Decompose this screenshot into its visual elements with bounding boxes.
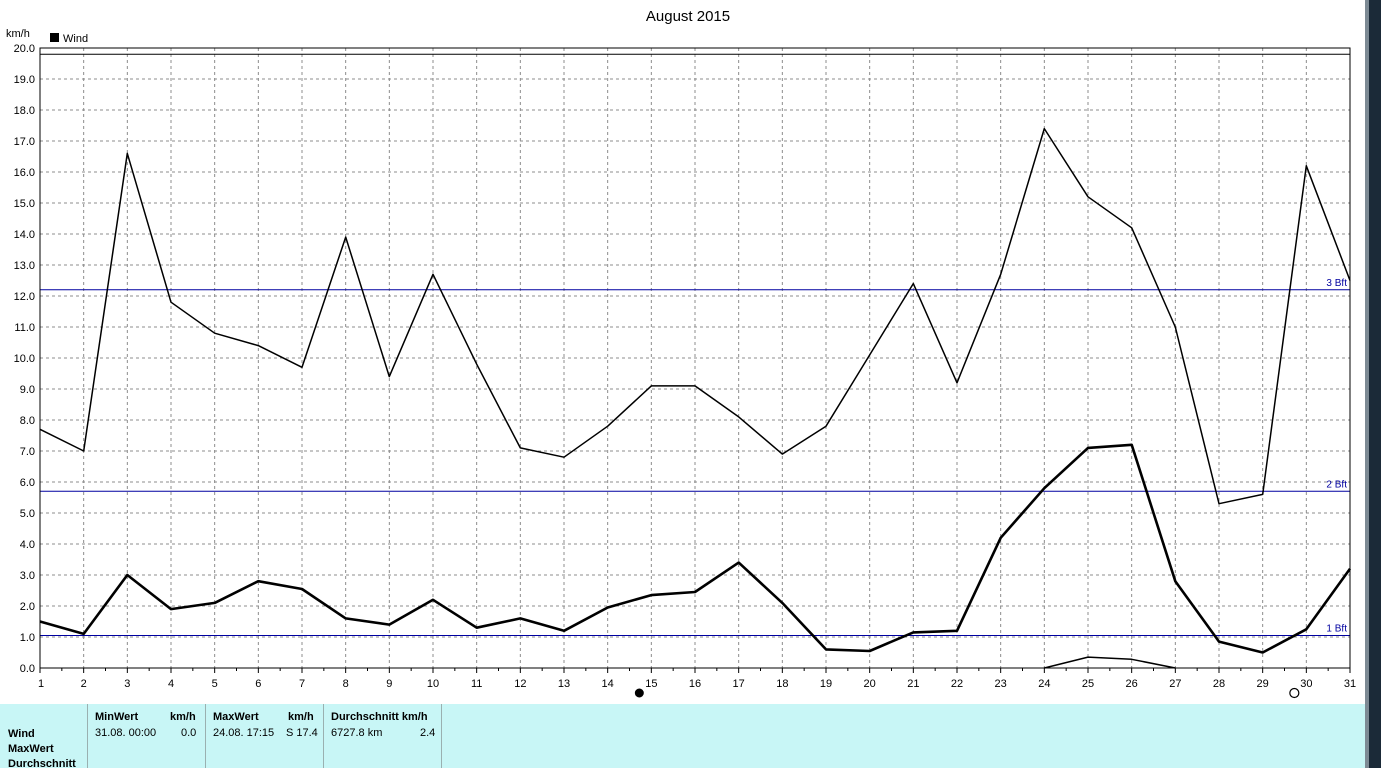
max-unit: km/h	[288, 711, 314, 723]
y-tick-label: 7.0	[20, 446, 35, 458]
row-label-wind: Wind	[8, 728, 35, 740]
x-tick-label: 1	[38, 678, 44, 690]
y-tick-label: 2.0	[20, 601, 35, 613]
min-value: 0.0	[181, 727, 197, 739]
x-tick-label: 12	[514, 678, 526, 690]
x-tick-label: 5	[212, 678, 218, 690]
y-tick-label: 0.0	[20, 663, 35, 675]
x-tick-label: 7	[299, 678, 305, 690]
y-tick-label: 14.0	[14, 229, 35, 241]
y-tick-label: 8.0	[20, 415, 35, 427]
row-label-max: MaxWert	[8, 743, 54, 755]
series-min-line	[1044, 656, 1176, 669]
legend-swatch	[50, 33, 59, 42]
x-tick-label: 10	[427, 678, 439, 690]
y-tick-label: 6.0	[20, 477, 35, 489]
x-tick-label: 11	[471, 678, 482, 690]
series-lines	[39, 127, 1352, 669]
x-tick-label: 18	[776, 678, 788, 690]
x-tick-label: 9	[386, 678, 392, 690]
avg-distance: 6727.8 km	[331, 727, 383, 739]
x-tick-label: 4	[168, 678, 174, 690]
avg-column: Durchschnitt km/h 6727.8 km 2.4	[323, 704, 441, 768]
x-tick-label: 14	[602, 678, 614, 690]
y-tick-label: 16.0	[14, 167, 35, 179]
min-header: MinWert	[95, 711, 139, 723]
x-tick-label: 27	[1169, 678, 1181, 690]
x-tick-label: 16	[689, 678, 701, 690]
y-tick-label: 12.0	[14, 291, 35, 303]
x-tick-label: 6	[255, 678, 261, 690]
x-tick-label: 8	[343, 678, 349, 690]
wind-chart: August 2015 km/h Wind 0.0 1.0 2.0 3.0 4.0 5.0…	[6, 8, 1357, 699]
moon-phases	[634, 687, 1300, 699]
reference-label: 1 Bft	[1326, 623, 1347, 634]
y-tick-label: 19.0	[14, 74, 35, 86]
full-moon-icon	[1289, 687, 1300, 699]
x-tick-label: 19	[820, 678, 832, 690]
avg-value: 2.4	[420, 727, 436, 739]
beaufort-lines: 1 Bft 2 Bft 3 Bft	[40, 53, 1350, 636]
min-unit: km/h	[170, 711, 196, 723]
row-label-avg: Durchschnitt	[8, 758, 76, 770]
stats-end-divider	[441, 704, 443, 768]
y-tick-label: 3.0	[20, 570, 35, 582]
stats-row-labels: Wind MaxWert Durchschnitt	[8, 727, 76, 772]
x-tick-label: 23	[995, 678, 1007, 690]
min-when: 31.08. 00:00	[95, 727, 157, 739]
max-header: MaxWert	[213, 711, 259, 723]
y-tick-label: 1.0	[20, 632, 35, 644]
x-tick-label: 22	[951, 678, 963, 690]
y-tick-label: 17.0	[14, 136, 35, 148]
reference-label: 2 Bft	[1326, 479, 1347, 490]
avg-header: Durchschnitt km/h	[331, 711, 428, 723]
x-tick-label: 2	[81, 678, 87, 690]
x-tick-label: 31	[1344, 678, 1356, 690]
y-tick-label: 9.0	[20, 384, 35, 396]
axis-ticks: 0.01.02.03.04.05.06.07.08.09.010.011.012…	[14, 43, 1357, 690]
x-tick-label: 13	[558, 678, 570, 690]
y-tick-label: 5.0	[20, 508, 35, 520]
y-tick-label: 13.0	[14, 260, 35, 272]
y-axis-unit: km/h	[6, 28, 30, 40]
grid	[40, 48, 1350, 668]
max-when: 24.08. 17:15	[213, 727, 275, 739]
y-tick-label: 18.0	[14, 105, 35, 117]
chart-title: August 2015	[646, 8, 730, 25]
window-edge-dark	[1369, 0, 1381, 768]
x-tick-label: 24	[1038, 678, 1050, 690]
y-tick-label: 10.0	[14, 353, 35, 365]
plot-frame	[39, 47, 1351, 669]
y-tick-label: 4.0	[20, 539, 35, 551]
legend-label: Wind	[63, 33, 88, 45]
y-tick-label: 20.0	[14, 43, 35, 55]
x-tick-label: 29	[1257, 678, 1269, 690]
x-tick-label: 15	[645, 678, 657, 690]
x-tick-label: 17	[733, 678, 745, 690]
y-tick-label: 15.0	[14, 198, 35, 210]
x-tick-label: 30	[1300, 678, 1312, 690]
min-column: MinWert km/h 31.08. 00:00 0.0	[87, 704, 205, 768]
x-tick-label: 21	[907, 678, 919, 690]
reference-label: 3 Bft	[1326, 278, 1347, 289]
x-tick-label: 26	[1126, 678, 1138, 690]
series-average-line	[39, 443, 1352, 654]
stats-panel: Wind MaxWert Durchschnitt MinWert km/h 3…	[0, 704, 1365, 770]
x-tick-label: 3	[124, 678, 130, 690]
new-moon-icon	[634, 688, 644, 698]
series-max-line	[39, 127, 1351, 505]
x-tick-label: 28	[1213, 678, 1225, 690]
window-edge-light	[1365, 0, 1369, 768]
max-value: S 17.4	[286, 727, 318, 739]
max-column: MaxWert km/h 24.08. 17:15 S 17.4	[205, 704, 323, 768]
x-tick-label: 25	[1082, 678, 1094, 690]
x-tick-label: 20	[864, 678, 876, 690]
y-tick-label: 11.0	[14, 322, 35, 334]
